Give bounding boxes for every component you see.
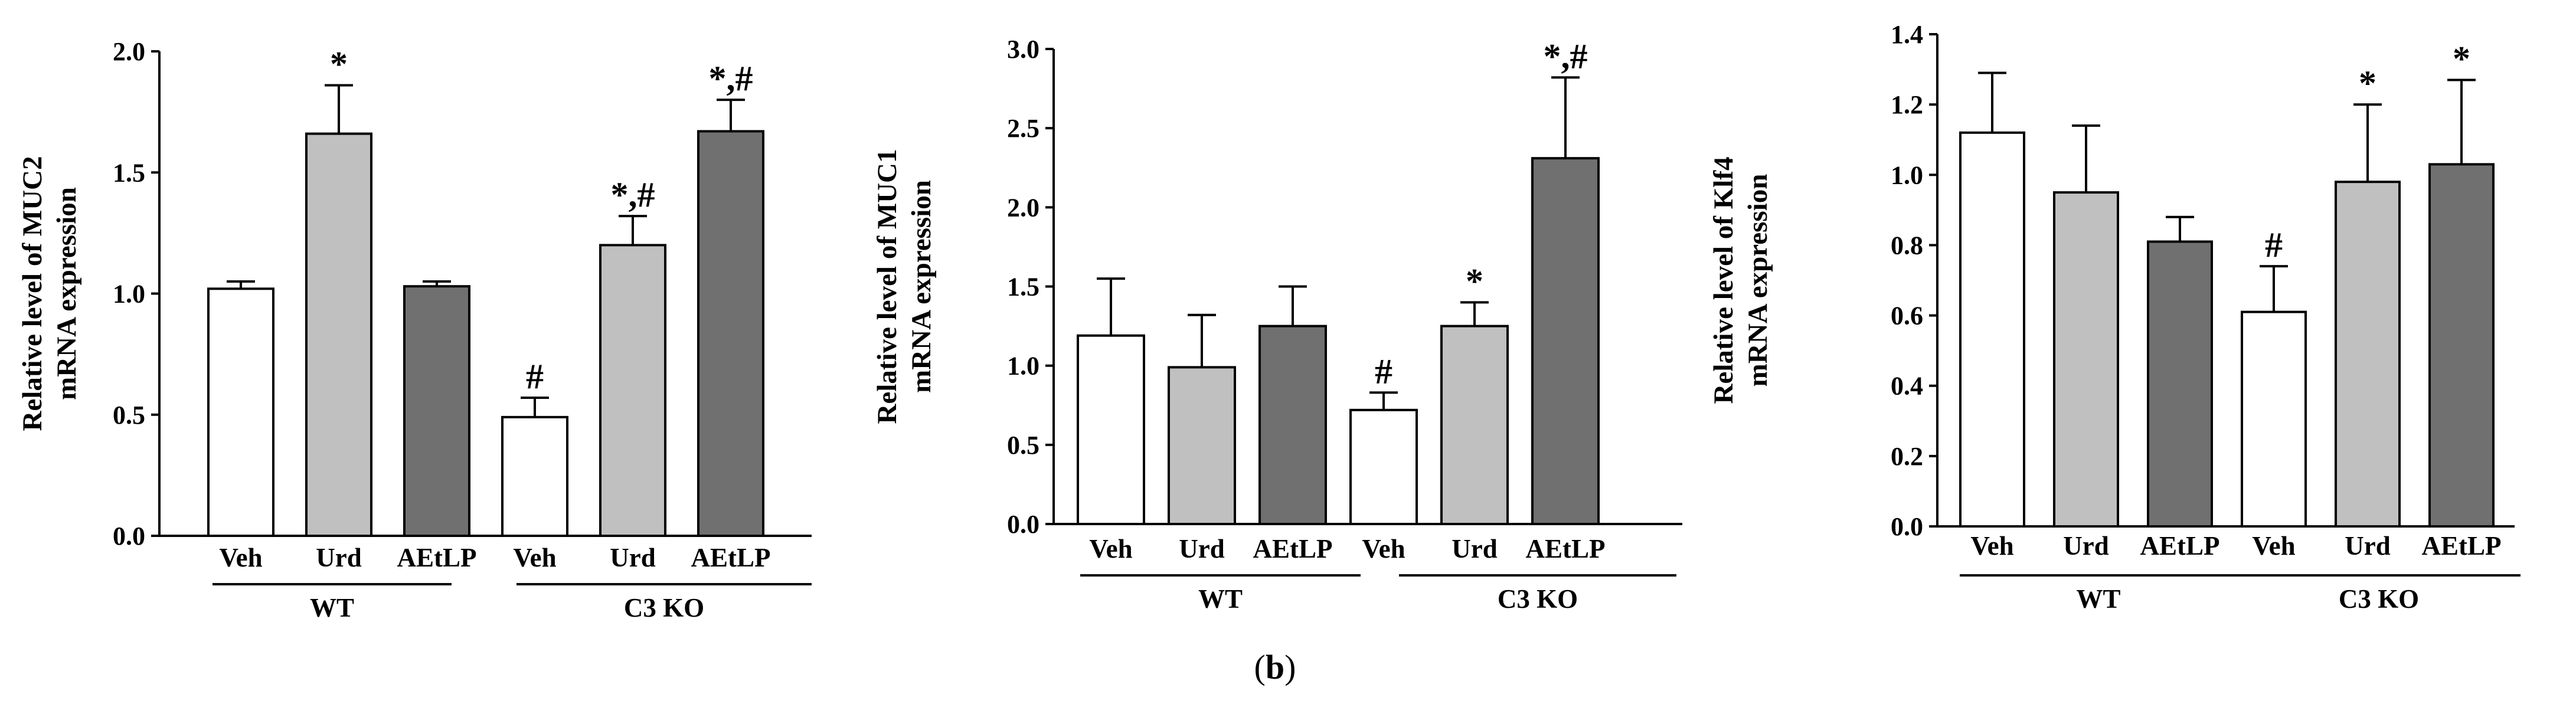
x-category-label: Veh bbox=[219, 543, 262, 572]
bar-veh-c3ko bbox=[2241, 310, 2307, 528]
x-category-label: Veh bbox=[2252, 531, 2295, 561]
bar-aetlp-c3ko bbox=[2428, 163, 2495, 528]
group-label: C3 KO bbox=[2339, 584, 2419, 614]
x-category-label: Urd bbox=[1179, 534, 1225, 564]
bar-veh-wt bbox=[1077, 334, 1145, 526]
y-tick-label: 0.0 bbox=[1891, 512, 1923, 541]
y-tick-label: 1.5 bbox=[1007, 273, 1039, 302]
y-tick-label: 1.2 bbox=[1891, 90, 1923, 119]
group-label: C3 KO bbox=[624, 593, 704, 623]
y-tick-label: 1.0 bbox=[113, 280, 145, 309]
y-tick-label: 0.8 bbox=[1891, 231, 1923, 260]
y-tick-label: 2.5 bbox=[1007, 114, 1039, 143]
x-category-label: Veh bbox=[1089, 534, 1132, 564]
y-tick-label: 3.0 bbox=[1007, 35, 1039, 64]
significance-marker: * bbox=[1466, 261, 1483, 300]
x-category-label: Veh bbox=[1970, 531, 2013, 561]
y-tick-label: 0.4 bbox=[1891, 372, 1923, 401]
y-tick-label: 1.0 bbox=[1007, 352, 1039, 381]
bar-veh-wt bbox=[207, 287, 274, 537]
y-axis-label-line1: Relative level of Klf4 bbox=[1708, 157, 1739, 404]
x-category-label: Urd bbox=[1452, 534, 1498, 564]
x-category-label: Veh bbox=[513, 543, 556, 572]
caption-open: ( bbox=[1254, 648, 1266, 686]
chart-muc2: 0.0 0.5 1.0 1.5 2.0 Relative level of MUC2 mRN… bbox=[17, 37, 812, 623]
y-tick-label: 0.5 bbox=[113, 401, 145, 430]
x-category-label: AEtLP bbox=[2140, 531, 2220, 561]
x-category-label: AEtLP bbox=[1526, 534, 1606, 564]
bar-aetlp-wt bbox=[2147, 240, 2213, 528]
bar-aetlp-c3ko bbox=[697, 130, 764, 537]
chart-muc1: 0.0 0.5 1.0 1.5 2.0 2.5 3.0 Relative level of M… bbox=[872, 35, 1682, 614]
bar-urd-wt bbox=[305, 132, 372, 537]
bar-aetlp-wt bbox=[1258, 325, 1327, 525]
bar-urd-c3ko bbox=[599, 244, 666, 537]
significance-marker: *,# bbox=[611, 175, 655, 214]
significance-marker: * bbox=[2453, 39, 2470, 78]
bar-urd-wt bbox=[1168, 366, 1236, 525]
bar-aetlp-c3ko bbox=[1531, 157, 1600, 525]
x-category-label: AEtLP bbox=[2422, 531, 2502, 561]
bar-urd-c3ko bbox=[2335, 181, 2401, 528]
significance-marker: # bbox=[2265, 225, 2283, 264]
y-axis-label-line2: mRNA expression bbox=[1743, 174, 1773, 387]
y-tick-label: 0.0 bbox=[1007, 510, 1039, 539]
x-category-label: AEtLP bbox=[397, 543, 477, 572]
x-category-label: AEtLP bbox=[691, 543, 771, 572]
x-category-label: Urd bbox=[2345, 531, 2391, 561]
bar-aetlp-wt bbox=[403, 285, 470, 537]
significance-marker: *,# bbox=[709, 59, 753, 98]
group-label: WT bbox=[2076, 584, 2120, 614]
bar-veh-wt bbox=[1959, 131, 2025, 528]
figure-caption: (b) bbox=[1254, 648, 1296, 686]
x-category-label: Veh bbox=[1362, 534, 1405, 564]
chart-klf4: 0.0 0.2 0.4 0.6 0.8 1.0 1.2 1.4 Relative level o… bbox=[1708, 20, 2521, 614]
x-category-label: AEtLP bbox=[1253, 534, 1333, 564]
x-category-label: Urd bbox=[2063, 531, 2109, 561]
significance-marker: *,# bbox=[1544, 37, 1588, 76]
caption-label: b bbox=[1266, 648, 1284, 686]
significance-marker: # bbox=[526, 357, 544, 396]
y-tick-label: 0.2 bbox=[1891, 442, 1923, 471]
y-axis-label-line2: mRNA expression bbox=[906, 180, 937, 393]
bar-urd-wt bbox=[2053, 191, 2119, 528]
significance-marker: # bbox=[1375, 352, 1392, 391]
y-tick-label: 0.0 bbox=[113, 522, 145, 551]
y-tick-label: 1.5 bbox=[113, 158, 145, 187]
bar-veh-c3ko bbox=[1349, 408, 1418, 525]
group-label: C3 KO bbox=[1498, 584, 1578, 614]
y-axis-label-line2: mRNA expression bbox=[51, 187, 82, 400]
y-tick-label: 0.6 bbox=[1891, 302, 1923, 330]
caption-close: ) bbox=[1284, 648, 1296, 686]
y-tick-label: 2.0 bbox=[113, 37, 145, 66]
y-tick-label: 1.4 bbox=[1891, 20, 1923, 49]
group-label: WT bbox=[310, 593, 354, 623]
y-tick-label: 1.0 bbox=[1891, 161, 1923, 189]
y-axis-label-line1: Relative level of MUC1 bbox=[872, 149, 903, 424]
bar-veh-c3ko bbox=[501, 415, 568, 537]
y-tick-label: 0.5 bbox=[1007, 431, 1039, 460]
group-label: WT bbox=[1198, 584, 1243, 614]
x-category-label: Urd bbox=[316, 543, 362, 572]
x-category-label: Urd bbox=[610, 543, 656, 572]
y-axis-label-line1: Relative level of MUC2 bbox=[17, 156, 48, 431]
significance-marker: * bbox=[330, 44, 348, 83]
significance-marker: * bbox=[2359, 64, 2376, 103]
y-tick-label: 2.0 bbox=[1007, 193, 1039, 222]
bar-urd-c3ko bbox=[1440, 325, 1509, 525]
